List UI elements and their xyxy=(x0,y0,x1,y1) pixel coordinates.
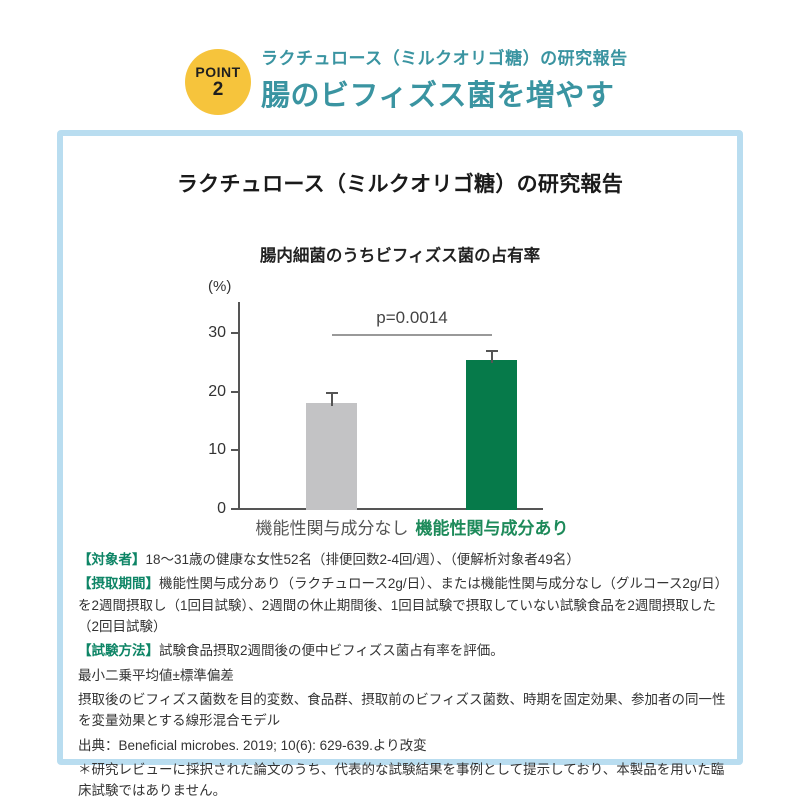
point-badge-number: 2 xyxy=(212,78,224,100)
y-tick-mark xyxy=(231,508,238,510)
study-note-text: 機能性関与成分あり（ラクチュロース2g/日）、または機能性関与成分なし（グルコー… xyxy=(78,576,722,634)
y-tick-label: 10 xyxy=(208,441,226,459)
y-tick-0: 0 xyxy=(200,500,238,518)
report-card: ラクチュロース（ミルクオリゴ糖）の研究報告 腸内細菌のうちビフィズス菌の占有率 … xyxy=(57,130,743,798)
section-header: ラクチュロース（ミルクオリゴ糖）の研究報告 腸のビフィズス菌を増やす xyxy=(261,44,628,114)
bar-chart: (%) 0 10 20 30 xyxy=(200,278,610,546)
error-bar-control xyxy=(326,392,338,406)
y-tick-label: 0 xyxy=(217,500,226,517)
x-label-treatment: 機能性関与成分あり xyxy=(415,519,569,538)
study-note-label: 【対象者】 xyxy=(78,552,146,567)
header-title: 腸のビフィズス菌を増やす xyxy=(261,80,615,112)
note-source: 出典：Beneficial microbes. 2019; 10(6): 629… xyxy=(78,737,427,753)
y-tick-mark xyxy=(231,449,238,452)
study-note-text: 試験食品摂取2週間後の便中ビフィズス菌占有率を評価。 xyxy=(159,643,504,659)
error-bar-stem xyxy=(331,392,333,406)
x-axis-line xyxy=(238,508,543,510)
study-details: 【対象者】18〜31歳の健康な女性52名（排便回数2-4回/週）、（便解析対象者… xyxy=(78,549,726,800)
point-badge-word: POINT xyxy=(195,63,241,80)
y-tick-20: 20 xyxy=(200,383,238,401)
study-note-label: 【摂取期間】 xyxy=(78,576,159,592)
bar-control-group xyxy=(306,402,357,510)
x-label-control: 機能性関与成分なし xyxy=(255,519,409,538)
header-subtitle: ラクチュロース（ミルクオリゴ糖）の研究報告 xyxy=(261,49,628,68)
note-disclaimer: ＊研究レビューに採択された論文のうち、代表的な試験結果を事例として提示しており、… xyxy=(78,761,725,799)
chart-title: 腸内細菌のうちビフィズス菌の占有率 xyxy=(259,247,541,265)
note-mean-sd: 最小二乗平均値±標準偏差 xyxy=(78,667,234,683)
y-axis-unit-label: (%) xyxy=(208,278,232,295)
y-tick-label: 30 xyxy=(208,323,226,341)
card-title: ラクチュロース（ミルクオリゴ糖）の研究報告 xyxy=(176,173,624,196)
y-tick-label: 20 xyxy=(208,382,226,400)
significance-bracket-line xyxy=(332,334,492,336)
study-note-method: 【試験方法】試験食品摂取2週間後の便中ビフィズス菌占有率を評価。 xyxy=(78,640,726,661)
point-badge: POINT 2 xyxy=(185,49,251,115)
y-tick-10: 10 xyxy=(200,441,238,459)
y-axis-line xyxy=(238,302,240,510)
study-note-subjects: 【対象者】18〜31歳の健康な女性52名（排便回数2-4回/週）、（便解析対象者… xyxy=(78,549,726,570)
y-tick-mark xyxy=(231,390,238,393)
error-bar-stem xyxy=(491,349,493,364)
y-tick-mark xyxy=(231,331,238,334)
study-note-text: 18〜31歳の健康な女性52名（排便回数2-4回/週）、（便解析対象者49名） xyxy=(145,552,580,567)
p-value-annotation: p=0.0014 xyxy=(376,308,448,327)
study-note-intake: 【摂取期間】機能性関与成分あり（ラクチュロース2g/日）、または機能性関与成分な… xyxy=(78,573,726,637)
bar-treatment-group xyxy=(466,360,517,510)
y-tick-30: 30 xyxy=(200,324,238,342)
study-note-label: 【試験方法】 xyxy=(78,643,159,659)
note-model: 摂取後のビフィズス菌数を目的変数、食品群、摂取前のビフィズス菌数、時期を固定効果… xyxy=(78,691,726,729)
error-bar-treatment xyxy=(486,349,498,364)
